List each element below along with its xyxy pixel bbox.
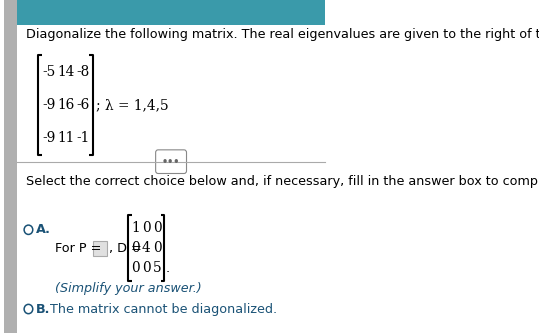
Text: -9: -9 [43,131,56,145]
FancyBboxPatch shape [93,241,107,256]
Text: 1: 1 [132,221,140,235]
Text: 0: 0 [153,221,162,235]
Text: (Simplify your answer.): (Simplify your answer.) [56,281,202,295]
Text: B.: B. [36,302,50,316]
Text: -6: -6 [77,98,89,112]
Text: 0: 0 [132,261,140,275]
Text: -1: -1 [77,131,89,145]
FancyBboxPatch shape [156,150,186,173]
Text: 11: 11 [58,131,75,145]
Text: •••: ••• [162,157,180,166]
Text: 14: 14 [58,65,75,79]
Text: 16: 16 [58,98,75,112]
Text: -9: -9 [43,98,56,112]
Text: Diagonalize the following matrix. The real eigenvalues are given to the right of: Diagonalize the following matrix. The re… [26,28,539,41]
Text: 5: 5 [153,261,162,275]
Text: For P =: For P = [56,241,102,255]
Text: 0: 0 [142,261,151,275]
Text: A.: A. [36,223,51,236]
Text: 0: 0 [132,241,140,255]
Text: Select the correct choice below and, if necessary, fill in the answer box to com: Select the correct choice below and, if … [26,175,539,188]
Text: -5: -5 [43,65,56,79]
Text: -8: -8 [77,65,89,79]
Text: 0: 0 [153,241,162,255]
Text: The matrix cannot be diagonalized.: The matrix cannot be diagonalized. [42,302,277,316]
Text: 4: 4 [142,241,151,255]
Text: .: . [166,261,170,275]
FancyBboxPatch shape [4,0,17,333]
FancyBboxPatch shape [17,0,326,25]
Text: , D =: , D = [109,241,141,255]
Text: ; λ = 1,4,5: ; λ = 1,4,5 [96,98,169,112]
Text: 0: 0 [142,221,151,235]
